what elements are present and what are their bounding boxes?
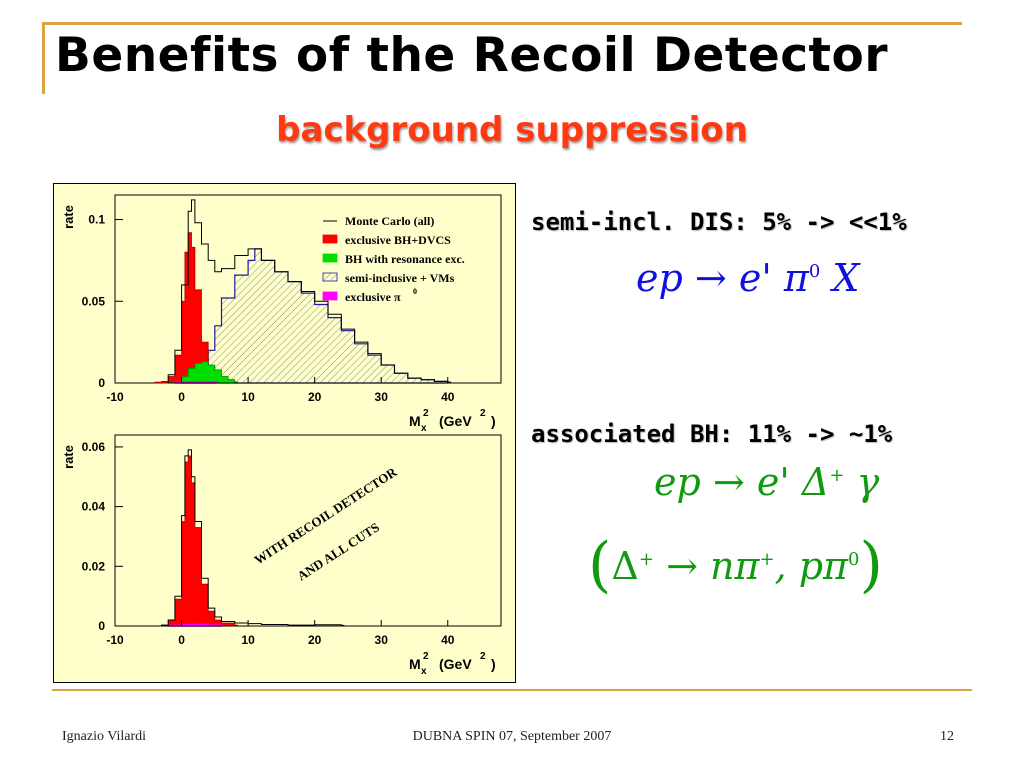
title-top-rule <box>42 22 962 25</box>
semi-incl-dis-text: semi-incl. DIS: 5% -> <<1% <box>531 208 907 236</box>
formula-3-npi-sup: + <box>759 549 775 570</box>
footer-event: DUBNA SPIN 07, September 2007 <box>412 729 612 744</box>
x-tick-label: 40 <box>441 390 455 404</box>
x-tick-label: 0 <box>178 633 185 647</box>
legend-swatch-4 <box>322 272 338 282</box>
legend-swatch-2 <box>322 234 338 244</box>
x-axis-label-unit-sup: 2 <box>480 651 486 662</box>
series-monte-carlo-all-1 <box>167 199 451 384</box>
x-axis-label-unit-sup: 2 <box>480 408 486 419</box>
formula-semi-inclusive: ep → e' π0 X <box>636 256 859 300</box>
x-tick-label: -10 <box>106 390 124 404</box>
x-axis-label-sub: x <box>421 423 427 434</box>
x-axis-label-close: ) <box>491 656 496 672</box>
legend-label-3: BH with resonance exc. <box>345 252 465 266</box>
x-tick-label: 0 <box>178 390 185 404</box>
y-tick-label: 0 <box>98 376 105 390</box>
x-tick-label: 30 <box>375 390 389 404</box>
footer-rule <box>52 689 972 691</box>
y-axis-label: rate <box>61 205 76 229</box>
x-tick-label: 10 <box>241 633 255 647</box>
series-bh-with-resonance-exc-1 <box>167 361 238 384</box>
x-tick-label: 40 <box>441 633 455 647</box>
formula-3-ppi: pπ <box>798 544 849 588</box>
formula-1-tail: X <box>832 256 860 300</box>
associated-bh-text: associated BH: 11% -> ~1% <box>531 420 893 448</box>
y-tick-label: 0.1 <box>88 213 105 227</box>
x-axis-label-unit: (GeV <box>439 413 472 429</box>
x-tick-label: 10 <box>241 390 255 404</box>
x-axis-label-unit: (GeV <box>439 656 472 672</box>
title-left-rule <box>42 22 45 94</box>
x-axis-label-main: M <box>409 413 421 429</box>
y-tick-label: 0.05 <box>82 294 106 308</box>
formula-3-comma: , <box>774 544 787 588</box>
legend-label-5-sup: 0 <box>413 287 417 296</box>
formula-3-open: ( <box>588 530 612 600</box>
x-axis-label-sup: 2 <box>423 408 429 419</box>
formula-2-rhs: e' Δ <box>756 460 830 504</box>
formula-1-lhs: ep <box>636 256 683 300</box>
y-tick-label: 0.06 <box>82 440 106 454</box>
formula-3-ppi-sup: 0 <box>848 549 860 570</box>
formula-2-sup: + <box>829 465 845 486</box>
formula-1-sup: 0 <box>808 261 821 282</box>
formula-3-npi: nπ <box>710 544 760 588</box>
x-axis-label-sub: x <box>421 666 427 677</box>
formula-3-delta-sup: + <box>638 549 654 570</box>
series-monte-carlo-all-2 <box>161 449 345 627</box>
legend-swatch-3 <box>322 253 338 263</box>
formula-2-arrow: → <box>712 460 745 504</box>
y-axis-label: rate <box>61 445 76 469</box>
formula-associated-bh: ep → e' Δ+ γ <box>654 460 879 504</box>
formula-3-arrow: → <box>666 544 698 588</box>
footer-author: Ignazio Vilardi <box>62 729 147 744</box>
x-tick-label: -10 <box>106 633 124 647</box>
x-tick-label: 20 <box>308 633 322 647</box>
formula-3-close: ) <box>859 530 883 600</box>
footer-page-number: 12 <box>940 729 954 744</box>
legend-label-4: semi-inclusive + VMs <box>345 271 455 285</box>
x-axis-label-close: ) <box>491 413 496 429</box>
legend-label-1: Monte Carlo (all) <box>345 214 434 228</box>
x-tick-label: 20 <box>308 390 322 404</box>
formula-3-delta: Δ <box>611 544 639 588</box>
legend-label-5: exclusive π <box>345 290 401 304</box>
formula-1-arrow: → <box>694 256 727 300</box>
y-tick-label: 0.02 <box>82 559 106 573</box>
formula-2-lhs: ep <box>654 460 701 504</box>
legend-label-2: exclusive BH+DVCS <box>345 233 451 247</box>
slide-subtitle: background suppression <box>276 110 748 150</box>
slide-title: Benefits of the Recoil Detector <box>55 28 888 83</box>
legend-swatch-5 <box>322 291 338 301</box>
plot-frame-2 <box>114 434 502 627</box>
formula-delta-decay: (Δ+ → nπ+, pπ0) <box>588 524 883 600</box>
formula-1-rhs: e' π <box>738 256 809 300</box>
y-tick-label: 0 <box>98 619 105 633</box>
x-axis-label-main: M <box>409 656 421 672</box>
y-tick-label: 0.04 <box>82 500 106 514</box>
formula-2-tail: γ <box>856 460 880 504</box>
x-tick-label: 30 <box>375 633 389 647</box>
x-axis-label-sup: 2 <box>423 651 429 662</box>
